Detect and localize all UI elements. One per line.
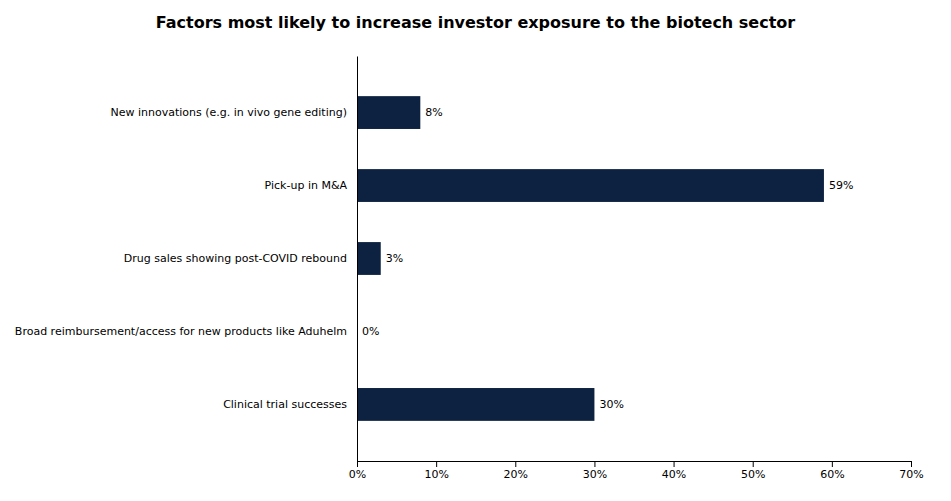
data-label: 30% [599, 398, 623, 411]
data-label: 3% [386, 252, 403, 265]
tick-label: 40% [662, 468, 686, 481]
bars [357, 96, 824, 421]
tick-mark [832, 461, 833, 467]
tick-mark [436, 461, 437, 467]
tick-label: 10% [424, 468, 448, 481]
tick-label: 50% [741, 468, 765, 481]
tick: 40% [662, 461, 686, 481]
tick-label: 20% [504, 468, 528, 481]
tick-label: 70% [899, 468, 923, 481]
tick-label: New innovations (e.g. in vivo gene editi… [110, 106, 347, 119]
bar [357, 242, 381, 275]
tick: New innovations (e.g. in vivo gene editi… [110, 106, 347, 119]
tick: 30% [583, 461, 607, 481]
tick: 0% [349, 461, 366, 481]
title: Factors most likely to increase investor… [156, 13, 796, 32]
tick: Drug sales showing post-COVID rebound [124, 252, 347, 265]
tick-label: Broad reimbursement/access for new produ… [15, 325, 347, 338]
data-label: 59% [829, 179, 853, 192]
tick: Clinical trial successes [223, 398, 347, 411]
tick: 20% [504, 461, 528, 481]
bar [357, 96, 420, 129]
x-axis: 0% 10% 20% 30% 40% 50% 60% 70% [349, 461, 924, 481]
tick: Pick-up in M&A [265, 179, 348, 192]
data-label: 0% [362, 325, 379, 338]
bar [357, 388, 594, 421]
tick: 60% [820, 461, 844, 481]
tick-mark [753, 461, 754, 467]
y-axis: New innovations (e.g. in vivo gene editi… [15, 57, 358, 462]
tick-mark [594, 461, 595, 467]
tick: 50% [741, 461, 765, 481]
axis-line [357, 57, 358, 462]
axis-line [358, 462, 912, 468]
tick-label: 60% [820, 468, 844, 481]
tick-label: Drug sales showing post-COVID rebound [124, 252, 347, 265]
tick: 10% [424, 461, 448, 481]
chart: 0% 10% 20% 30% 40% 50% 60% 70% New innovations (… [0, 0, 951, 501]
tick-mark [674, 461, 675, 467]
tick-label: 0% [349, 468, 366, 481]
tick: Broad reimbursement/access for new produ… [15, 325, 347, 338]
data-labels: 8% 59% 3% 0% 30% [362, 106, 853, 411]
tick-mark [515, 461, 516, 467]
data-label: 8% [425, 106, 442, 119]
tick-mark [911, 461, 912, 467]
tick-label: Clinical trial successes [223, 398, 347, 411]
tick-label: 30% [583, 468, 607, 481]
tick: 70% [899, 461, 923, 481]
tick-mark [357, 461, 358, 467]
plot: 0% 10% 20% 30% 40% 50% 60% 70% New innovations (… [15, 57, 924, 481]
bar [357, 169, 824, 202]
tick-label: Pick-up in M&A [265, 179, 348, 192]
